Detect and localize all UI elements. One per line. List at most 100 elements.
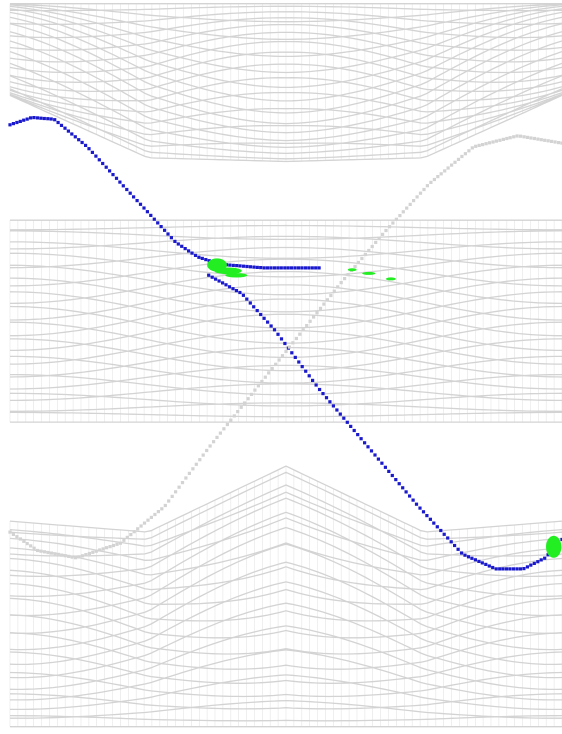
edge-state-point <box>307 266 311 270</box>
edge-state-point <box>560 537 562 542</box>
edge-state-point-secondary <box>160 507 164 511</box>
edge-state-point-secondary <box>336 285 340 289</box>
edge-state-point-secondary <box>519 134 523 138</box>
edge-state-point <box>56 120 60 125</box>
edge-state-point <box>522 567 526 571</box>
edge-state-point <box>183 247 187 251</box>
edge-state-point <box>463 553 467 557</box>
edge-state-point <box>25 117 29 121</box>
edge-state-point-secondary <box>539 138 543 142</box>
edge-state-point <box>63 126 67 130</box>
highlight-blob <box>546 535 562 558</box>
edge-state-point <box>97 158 101 162</box>
edge-state-point-secondary <box>98 548 102 552</box>
edge-state-point-secondary <box>322 302 326 306</box>
edge-state-point-secondary <box>450 163 454 167</box>
edge-state-point-secondary <box>18 537 22 541</box>
edge-state-point-secondary <box>125 535 129 539</box>
edge-state-point-secondary <box>260 379 264 384</box>
edge-state-point-secondary <box>163 503 167 508</box>
edge-state-point-secondary <box>505 136 509 141</box>
edge-state-point-secondary <box>370 244 374 249</box>
edge-state-point-secondary <box>315 311 319 315</box>
edge-state-point <box>324 396 329 400</box>
edge-state-point-secondary <box>225 422 229 427</box>
edge-state-point <box>300 266 304 270</box>
edge-state-point-secondary <box>67 554 71 558</box>
highlight-blob <box>385 277 396 281</box>
edge-state-point <box>460 551 464 555</box>
edge-state-point <box>259 312 263 317</box>
edge-state-point <box>276 266 280 270</box>
edge-state-point-secondary <box>249 392 254 396</box>
edge-state-point-secondary <box>401 210 405 214</box>
edge-state-point-secondary <box>277 358 281 362</box>
edge-state-point-secondary <box>36 548 40 553</box>
edge-state-point-secondary <box>543 138 547 142</box>
edge-state-point <box>484 562 488 566</box>
edge-state-point <box>352 428 356 433</box>
edge-state-point <box>300 365 304 369</box>
edge-state-point <box>138 202 143 206</box>
edge-state-point <box>252 305 256 309</box>
edge-state-point-secondary <box>212 440 216 444</box>
edge-state-point <box>546 553 550 557</box>
edge-state-point <box>363 441 367 445</box>
edge-state-point-secondary <box>191 467 195 471</box>
edge-state-point <box>418 506 422 510</box>
edge-state-point-secondary <box>498 138 502 142</box>
highlight-regions <box>207 258 562 558</box>
edge-state-point <box>90 150 94 154</box>
edge-state-point <box>87 147 91 151</box>
edge-state-point-secondary <box>187 471 191 475</box>
edge-state-point-secondary <box>346 273 350 277</box>
edge-state-point-secondary <box>422 187 426 192</box>
edge-state-point-secondary <box>274 362 278 366</box>
edge-state-point <box>70 132 74 136</box>
edge-state-point-secondary <box>325 298 329 302</box>
edge-state-point <box>283 266 287 270</box>
edge-state-point <box>511 567 516 571</box>
edge-state-point <box>204 258 208 262</box>
edge-state-point <box>53 118 57 122</box>
edge-state-point <box>414 502 419 506</box>
edge-state-point-secondary <box>229 418 233 422</box>
edge-state-point <box>435 525 439 529</box>
edge-state-point <box>297 360 301 364</box>
edge-state-point-secondary <box>474 144 478 148</box>
edge-state-point <box>446 536 450 540</box>
edge-state-point-secondary <box>491 140 495 144</box>
edge-state-point <box>159 225 163 229</box>
edge-state-point <box>173 239 177 243</box>
edge-state-point <box>380 461 384 465</box>
edge-state-point-secondary <box>408 202 412 206</box>
edge-state-point-secondary <box>136 527 140 531</box>
edge-state-point <box>366 445 370 449</box>
edge-state-point-secondary <box>512 135 516 139</box>
edge-state-point-secondary <box>174 490 178 494</box>
edge-state-point-secondary <box>142 521 147 525</box>
edge-state-point <box>373 453 377 457</box>
edge-state-point <box>224 283 228 287</box>
edge-state-point <box>279 337 284 341</box>
edge-state-point <box>152 217 156 221</box>
edge-state-point-secondary <box>153 512 157 517</box>
edge-state-point-secondary <box>529 136 533 140</box>
edge-state-point <box>477 559 481 563</box>
edge-state-point <box>338 412 342 416</box>
edge-state-point <box>369 449 374 453</box>
edge-state-point-secondary <box>111 543 116 548</box>
edge-state-point <box>279 266 283 270</box>
edge-state-point <box>80 140 84 145</box>
edge-state-point <box>470 556 474 560</box>
edge-state-point-secondary <box>205 448 209 453</box>
edge-state-point-secondary <box>470 146 474 150</box>
edge-state-point-secondary <box>15 535 19 539</box>
edge-state-point-secondary <box>236 410 240 414</box>
edge-state-point <box>210 275 214 279</box>
edge-state-point-secondary <box>170 494 174 498</box>
edge-state-point <box>145 210 149 214</box>
edge-state-point <box>318 387 322 392</box>
edge-state-point <box>401 486 405 490</box>
edge-state-point-secondary <box>508 136 512 140</box>
